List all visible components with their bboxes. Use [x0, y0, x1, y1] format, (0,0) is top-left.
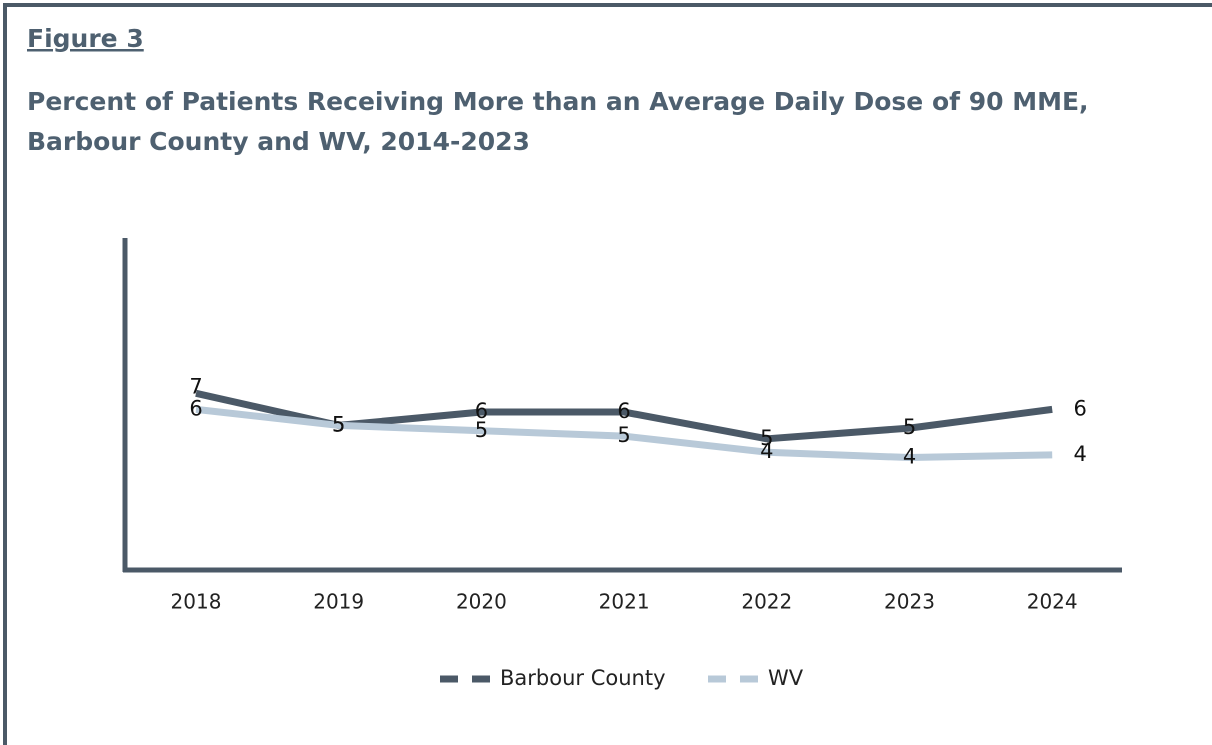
legend-label: Barbour County — [500, 666, 666, 690]
data-label: 5 — [617, 423, 630, 447]
data-label: 5 — [760, 426, 773, 450]
x-tick-label: 2023 — [884, 590, 935, 614]
data-label: 4 — [760, 439, 773, 463]
x-tick-label: 2018 — [171, 590, 222, 614]
data-label: 6 — [189, 396, 202, 420]
data-label: 5 — [332, 412, 345, 436]
x-tick-label: 2024 — [1027, 590, 1078, 614]
chart-title: Percent of Patients Receiving More than … — [27, 87, 1089, 116]
data-label: 4 — [903, 445, 916, 469]
data-label: 5 — [903, 415, 916, 439]
data-label: 5 — [332, 412, 345, 436]
chart-subtitle: Barbour County and WV, 2014-2023 — [27, 127, 530, 156]
x-tick-label: 2022 — [741, 590, 792, 614]
data-label: 6 — [1074, 396, 1087, 420]
data-label: 6 — [617, 399, 630, 423]
x-tick-label: 2019 — [313, 590, 364, 614]
figure-label: Figure 3 — [27, 24, 144, 53]
data-label: 5 — [475, 418, 488, 442]
data-label: 6 — [475, 399, 488, 423]
series-line — [195, 405, 1053, 462]
data-label: 4 — [1074, 442, 1087, 466]
legend-label: WV — [768, 666, 804, 690]
data-label: 7 — [189, 374, 202, 398]
x-tick-label: 2021 — [599, 590, 650, 614]
x-tick-label: 2020 — [456, 590, 507, 614]
